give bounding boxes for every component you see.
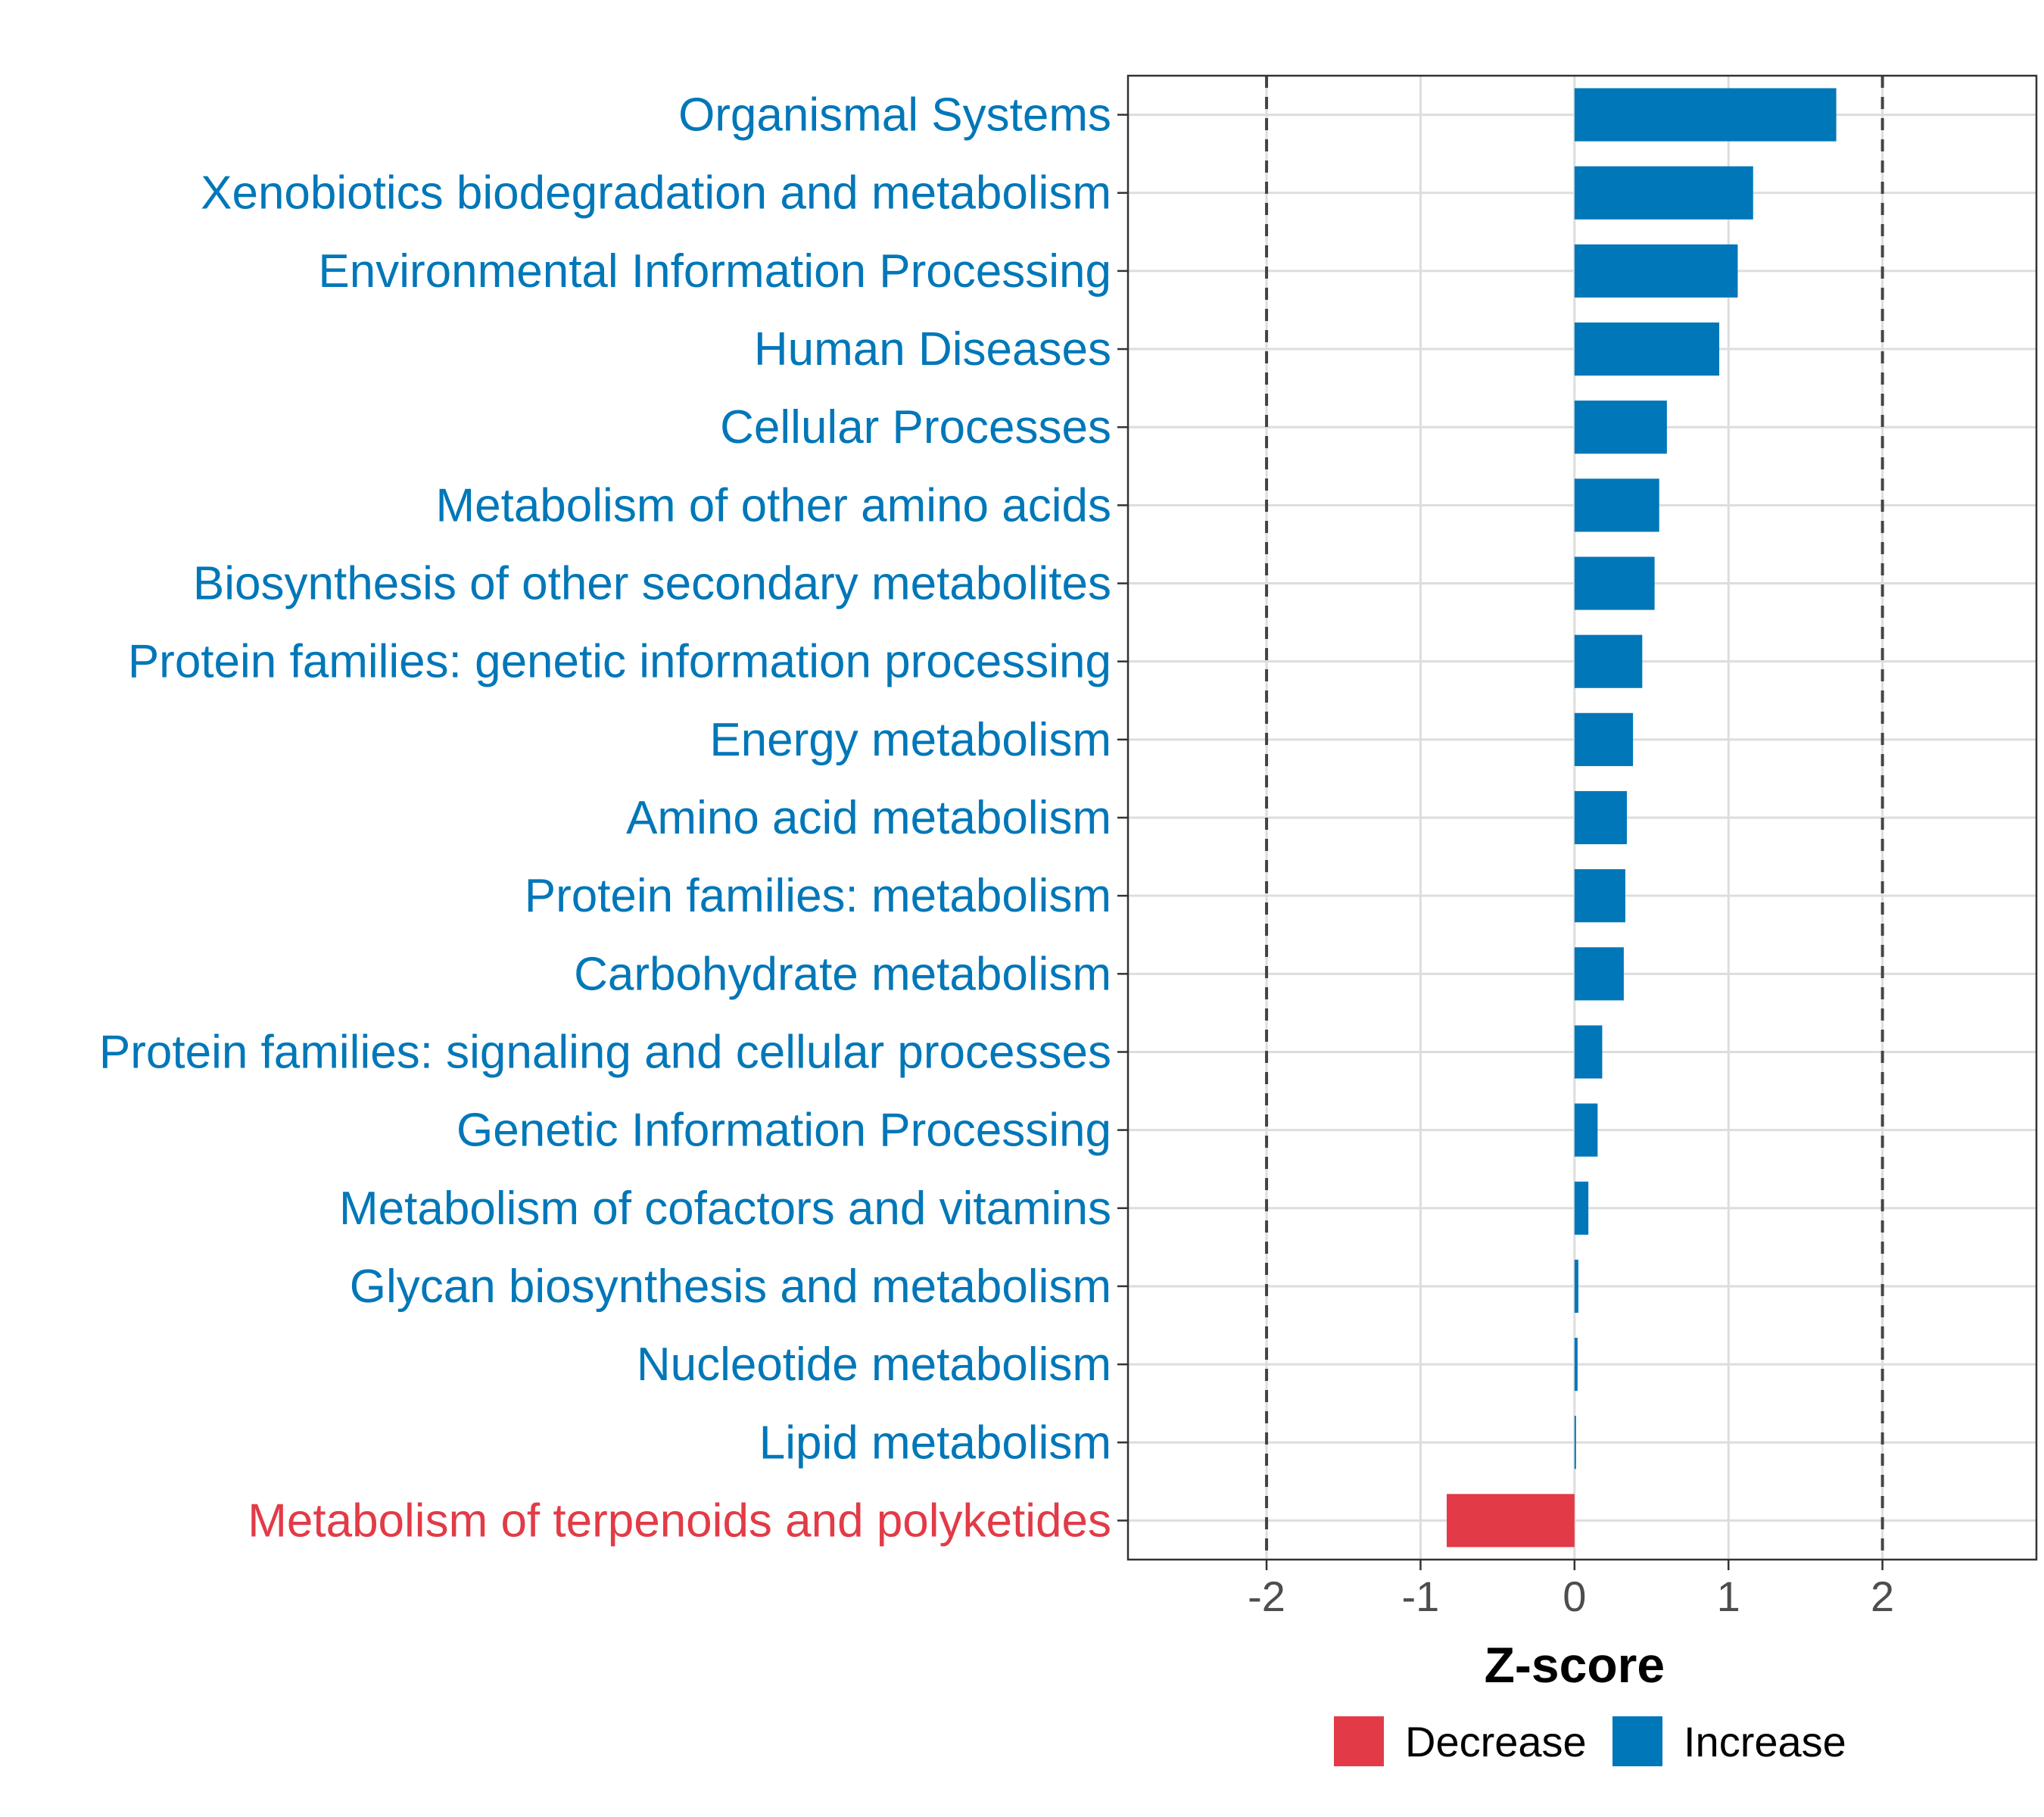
category-label: Carbohydrate metabolism <box>574 948 1111 1000</box>
bar-9 <box>1574 712 1634 766</box>
y-axis-ticks <box>1117 114 1128 1522</box>
legend: Decrease Increase <box>1334 1716 1846 1766</box>
category-label: Organismal Systems <box>678 89 1111 142</box>
x-axis-ticks: -2 -1 0 1 2 <box>1248 1560 1894 1620</box>
bar-6 <box>1574 478 1659 532</box>
category-label: Nucleotide metabolism <box>637 1339 1111 1391</box>
category-label: Glycan biosynthesis and metabolism <box>350 1261 1111 1313</box>
bar-3 <box>1574 244 1738 298</box>
x-tick-label: 1 <box>1717 1572 1740 1620</box>
category-label: Amino acid metabolism <box>626 792 1111 844</box>
bar-14 <box>1574 1103 1598 1157</box>
legend-label-decrease: Decrease <box>1405 1718 1587 1766</box>
x-tick-label: 0 <box>1563 1572 1586 1620</box>
bar-19 <box>1447 1494 1575 1547</box>
bar-7 <box>1574 556 1655 610</box>
bar-4 <box>1574 322 1720 376</box>
bar-17 <box>1574 1338 1578 1392</box>
category-label: Biosynthesis of other secondary metaboli… <box>193 558 1111 610</box>
category-label: Metabolism of other amino acids <box>435 479 1111 531</box>
legend-swatch-increase <box>1612 1716 1662 1766</box>
x-tick-label: -1 <box>1402 1572 1440 1620</box>
x-tick-label: 2 <box>1871 1572 1894 1620</box>
bar-16 <box>1574 1259 1578 1314</box>
category-label: Energy metabolism <box>709 714 1111 766</box>
bar-11 <box>1574 869 1625 923</box>
category-label: Metabolism of terpenoids and polyketides <box>248 1494 1111 1547</box>
bar-2 <box>1574 166 1753 220</box>
bars <box>1447 88 1837 1547</box>
bar-13 <box>1574 1025 1603 1079</box>
bar-8 <box>1574 634 1643 688</box>
category-label: Cellular Processes <box>720 401 1111 453</box>
bar-15 <box>1574 1181 1589 1235</box>
bar-1 <box>1574 88 1837 142</box>
category-label: Metabolism of cofactors and vitamins <box>339 1183 1111 1235</box>
reference-lines <box>1265 76 1884 1560</box>
bar-10 <box>1574 790 1627 845</box>
x-tick-label: -2 <box>1248 1572 1285 1620</box>
bar-18 <box>1574 1416 1576 1469</box>
category-label: Genetic Information Processing <box>456 1105 1111 1157</box>
category-label: Xenobiotics biodegradation and metabolis… <box>201 167 1111 220</box>
category-label: Lipid metabolism <box>759 1417 1111 1469</box>
legend-swatch-decrease <box>1334 1716 1384 1766</box>
legend-label-increase: Increase <box>1684 1718 1846 1766</box>
y-axis-labels: Organismal Systems Xenobiotics biodegrada… <box>99 89 1111 1547</box>
bar-12 <box>1574 947 1624 1001</box>
category-label: Protein families: signaling and cellular… <box>99 1026 1111 1078</box>
category-label: Human Diseases <box>754 323 1111 376</box>
bar-5 <box>1574 400 1667 454</box>
category-label: Protein families: genetic information pr… <box>128 636 1111 688</box>
category-label: Environmental Information Processing <box>318 245 1111 298</box>
category-label: Protein families: metabolism <box>525 870 1111 922</box>
x-axis-title: Z-score <box>1485 1637 1665 1693</box>
